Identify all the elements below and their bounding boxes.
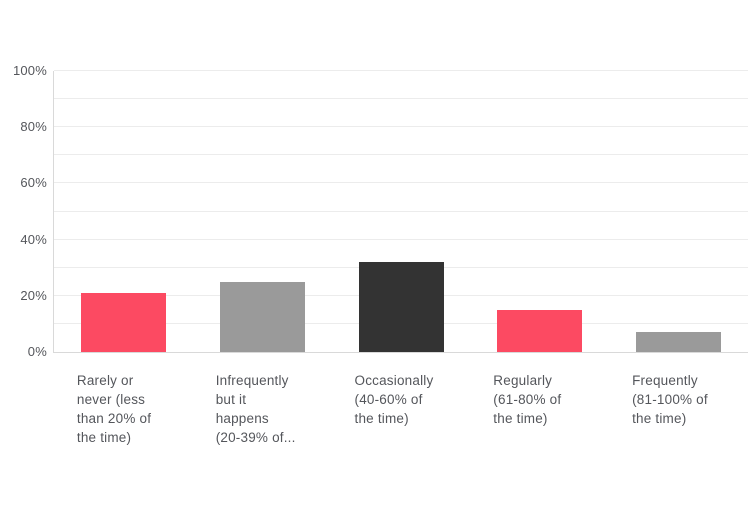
gridline-60 [54,182,748,184]
x-axis-label-5: Frequently (81-100% of the time) [632,373,708,426]
y-axis-label-80pct: 80% [20,119,47,135]
x-axis-label-4: Regularly (61-80% of the time) [493,373,562,426]
y-axis-label-0pct: 0% [27,344,47,359]
gridline-70 [54,154,748,156]
gridline-100 [54,70,748,71]
y-axis: 0% 20% 40% 60% 80% 100% [0,63,47,359]
plot-area [53,70,748,353]
bar-2-value-25pct[interactable] [219,282,305,352]
bar-3-value-32pct[interactable] [358,262,444,352]
y-axis-label-60pct: 60% [20,175,47,191]
gridline-50 [54,210,748,212]
x-axis: Rarely or never (less than 20% of the ti… [53,371,747,461]
bar-4-value-15pct[interactable] [497,310,583,352]
y-axis-label-20pct: 20% [20,287,47,303]
bar-1-value-21pct[interactable] [80,293,166,352]
gridline-90 [54,98,748,100]
x-axis-label-2: Infrequently but it happens (20-39% of..… [215,373,296,445]
x-axis-label-1: Rarely or never (less than 20% of the ti… [76,373,152,445]
x-axis-label-3: Occasionally (40-60% of the time) [354,373,434,426]
gridline-80 [54,126,748,128]
y-axis-label-100pct: 100% [12,63,47,78]
y-axis-label-40pct: 40% [20,231,47,247]
gridline-40 [54,238,748,240]
bar-5-value-7pct[interactable] [636,332,722,352]
